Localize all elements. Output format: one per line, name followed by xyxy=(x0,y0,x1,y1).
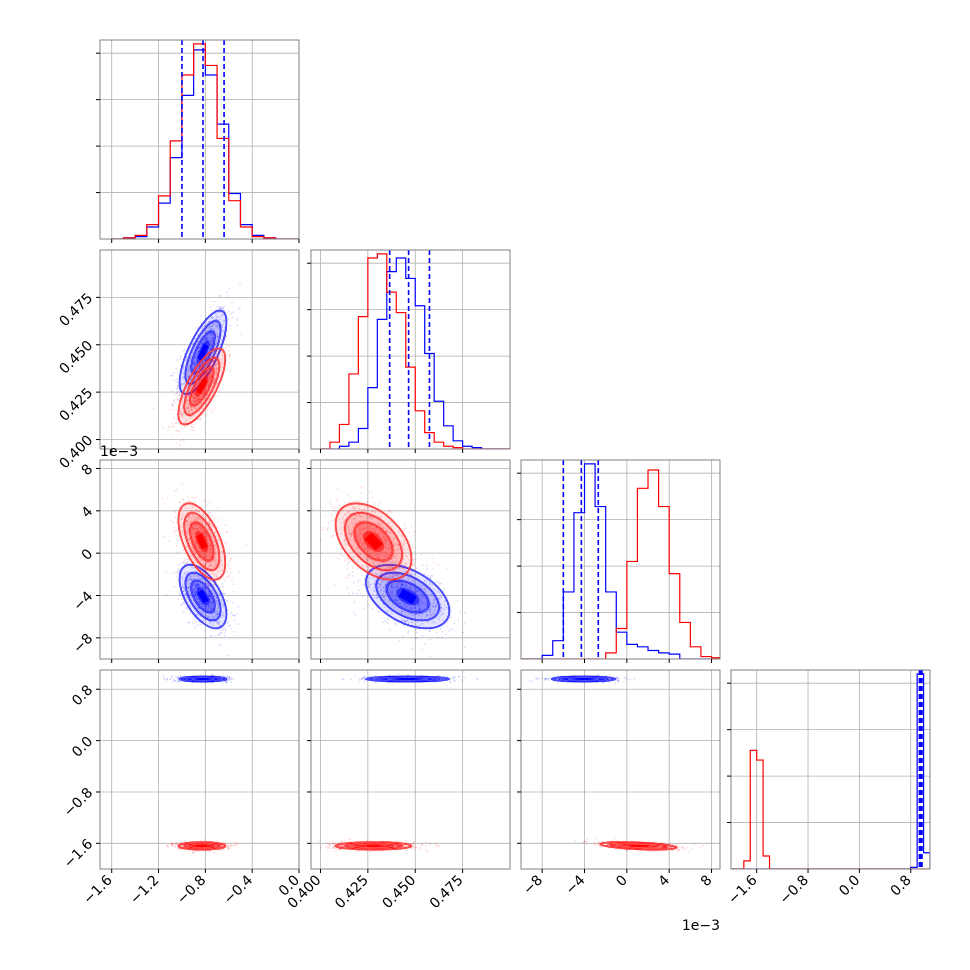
y-tick-label-param-3: 0.8 xyxy=(69,682,96,709)
x-tick-label-param-2: −4 xyxy=(563,872,589,898)
contour-highlight xyxy=(184,512,220,571)
x-tick-label-param-0: −0.8 xyxy=(174,872,209,907)
hist-3-frame xyxy=(730,669,931,870)
hist-series-1-param-0 xyxy=(111,43,299,239)
contour-highlight xyxy=(386,580,429,613)
contour-highlight xyxy=(189,522,214,561)
contour-highlight xyxy=(619,843,658,849)
hist-2-frame xyxy=(520,459,721,660)
x-tick-label-param-0: −0.4 xyxy=(221,872,256,907)
contour-highlight xyxy=(386,677,429,681)
y-tick-label-param-1: 0.475 xyxy=(57,290,97,330)
density-peak xyxy=(398,588,417,605)
y-tick-label-param-2: 8 xyxy=(79,461,97,479)
y-tick-label-param-2: 0 xyxy=(79,546,97,564)
density-peak xyxy=(577,678,590,680)
density-peak xyxy=(631,844,646,847)
x-tick-label-param-2: 4 xyxy=(656,872,674,890)
y-tick-label-param-1: 0.400 xyxy=(57,432,97,472)
contour-highlight xyxy=(609,842,668,850)
contour-highlight xyxy=(185,572,221,621)
hist-series-1-param-3 xyxy=(731,749,930,869)
contour-highlight xyxy=(354,522,393,561)
scatter-panel-1-0 xyxy=(96,249,300,453)
x-tick-label-param-0: −1.2 xyxy=(127,872,162,907)
density-peak xyxy=(196,533,208,550)
y-tick-label-param-2: 4 xyxy=(79,504,97,522)
hist-series-1-param-1 xyxy=(320,253,510,449)
y-tick-label-param-1: 0.425 xyxy=(57,385,97,425)
x-tick-label-param-2: 8 xyxy=(698,872,716,890)
hist-panel-1 xyxy=(307,249,511,453)
panel-2-1-frame xyxy=(310,459,511,660)
contour-highlight xyxy=(189,367,214,406)
hist-0-frame xyxy=(99,39,300,240)
contour-highlight xyxy=(600,841,677,850)
hist-panel-2 xyxy=(517,459,721,663)
contour-highlight xyxy=(178,503,226,580)
contour-highlight xyxy=(344,842,403,850)
density-peak xyxy=(400,678,415,680)
hist-1-frame xyxy=(310,249,511,450)
contour-highlight xyxy=(179,564,227,629)
x-tick-label-param-1: 0.425 xyxy=(332,872,372,912)
density-peak xyxy=(196,378,208,395)
contour-highlight xyxy=(354,843,393,849)
contour-highlight xyxy=(184,842,220,850)
contour-highlight xyxy=(184,357,220,416)
panel-3-2-frame xyxy=(520,669,721,870)
density-peak xyxy=(198,678,208,680)
x-tick-label-param-3: 0.8 xyxy=(888,872,915,899)
contour-highlight xyxy=(335,841,412,850)
y-tick-label-param-2: −4 xyxy=(70,588,96,614)
y-tick-label-param-3: 0.0 xyxy=(69,734,96,761)
x-tick-label-param-3: −1.6 xyxy=(725,872,760,907)
contour-highlight xyxy=(178,841,226,850)
scatter-panel-3-2 xyxy=(517,669,721,873)
y-tick-label-param-3: −0.8 xyxy=(61,785,96,820)
contour-highlight xyxy=(335,503,412,580)
contour-highlight xyxy=(376,572,440,621)
contour-highlight xyxy=(178,348,226,425)
scatter-panel-3-0 xyxy=(96,669,300,873)
panel-1-0-frame xyxy=(99,249,300,450)
contour-highlight xyxy=(185,320,221,384)
x-tick-label-param-0: −1.6 xyxy=(80,872,115,907)
y-tick-label-param-1: 0.450 xyxy=(57,338,97,378)
contour-highlight xyxy=(189,843,214,849)
density-peak xyxy=(197,845,206,847)
panel-3-1-frame xyxy=(310,669,511,870)
hist-series-1-param-2 xyxy=(521,469,720,659)
panel-3-0-frame xyxy=(99,669,300,870)
x-offset-label: 1e−3 xyxy=(682,918,720,934)
y-tick-label-param-3: −1.6 xyxy=(61,836,96,871)
y-tick-label-param-2: −8 xyxy=(70,631,96,657)
contour-highlight xyxy=(344,512,403,571)
x-tick-label-param-3: −0.8 xyxy=(777,872,812,907)
contour-highlight xyxy=(191,677,215,681)
hist-panel-3 xyxy=(727,669,931,873)
scatter-panel-3-1 xyxy=(307,669,511,873)
x-tick-label-param-2: 0 xyxy=(613,872,631,890)
density-peak xyxy=(197,344,209,361)
x-tick-label-param-3: 0.0 xyxy=(836,872,863,899)
x-tick-label-param-1: 0.450 xyxy=(380,872,420,912)
density-peak xyxy=(364,532,383,551)
x-tick-label-param-2: −8 xyxy=(520,872,546,898)
panel-2-0-frame xyxy=(99,459,300,660)
contour-highlight xyxy=(191,580,215,613)
density-peak xyxy=(197,589,209,604)
scatter-panel-2-1 xyxy=(307,459,511,663)
hist-panel-0 xyxy=(96,39,300,243)
hist-series-0-param-3 xyxy=(731,673,930,869)
contour-highlight xyxy=(567,677,600,681)
x-tick-label-param-1: 0.475 xyxy=(427,872,467,912)
scatter-panel-2-0 xyxy=(96,459,300,663)
hist-series-0-param-1 xyxy=(320,257,510,449)
density-peak xyxy=(366,845,381,847)
contour-highlight xyxy=(365,564,450,629)
y-offset-label: 1e−3 xyxy=(100,444,138,460)
